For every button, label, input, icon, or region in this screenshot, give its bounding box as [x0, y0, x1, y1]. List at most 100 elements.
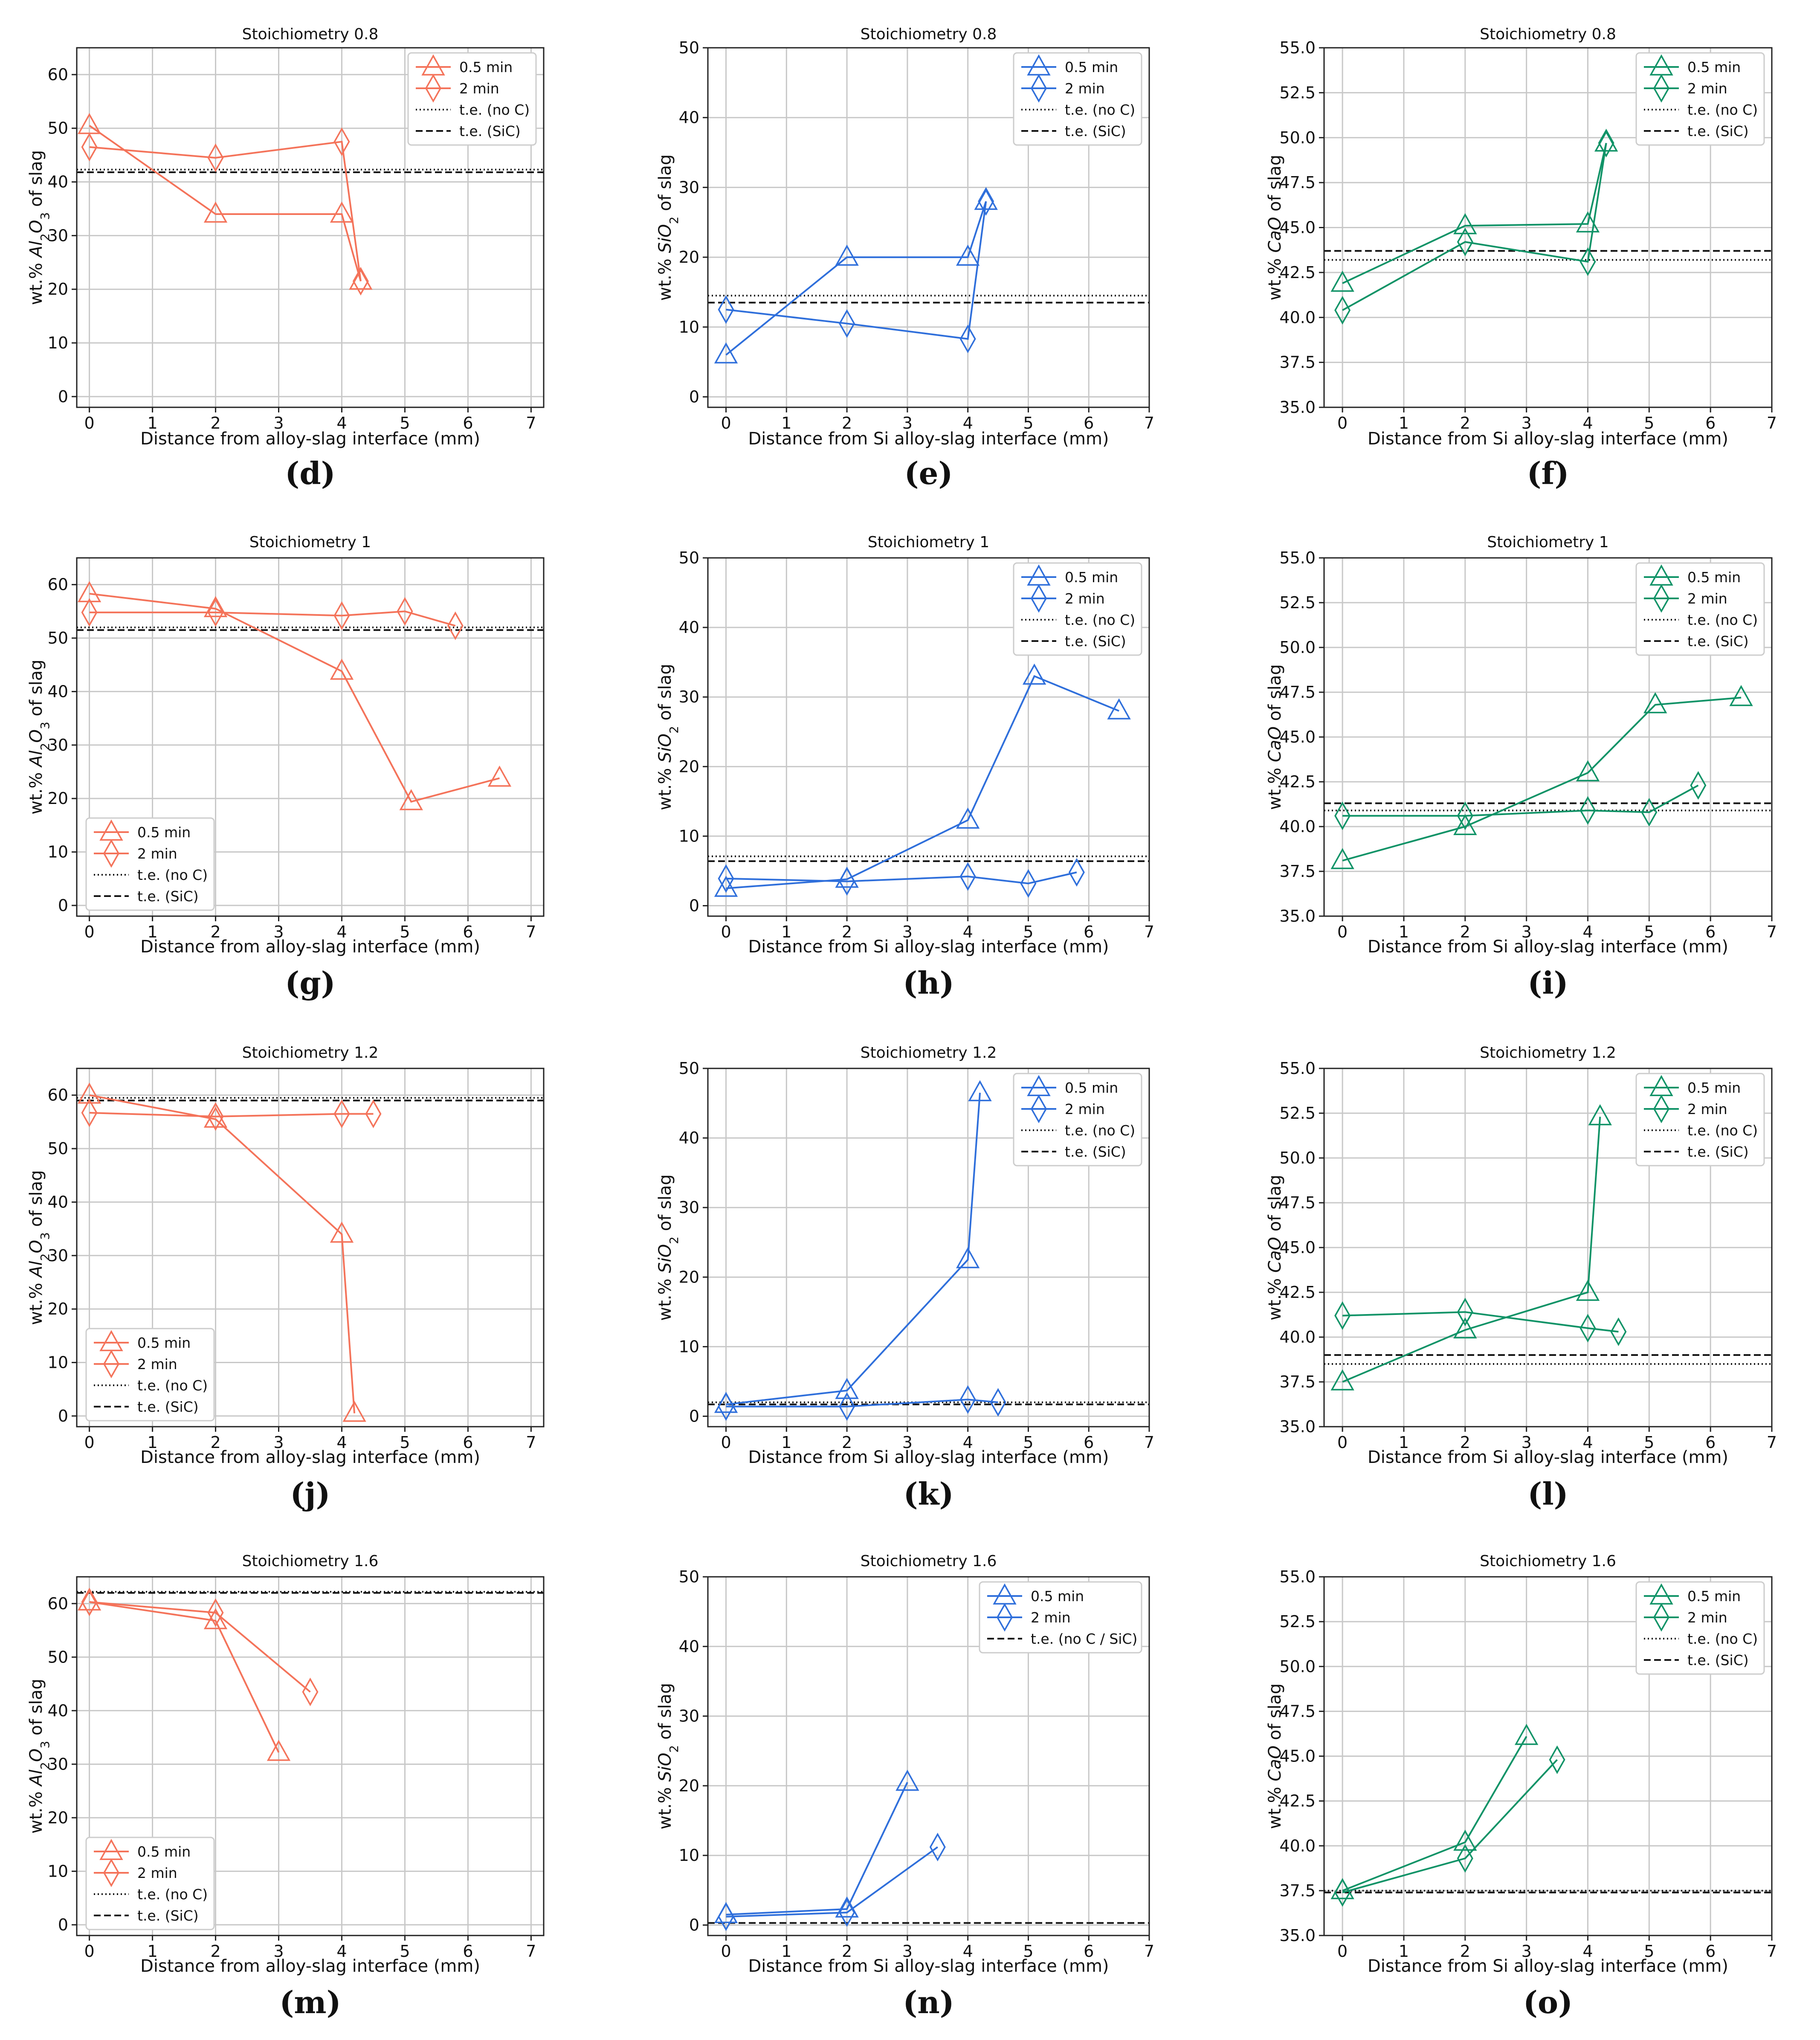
- y-tick-label: 50: [679, 38, 699, 57]
- data-point-0-5-min: [1330, 848, 1354, 869]
- x-tick-label: 7: [1767, 1433, 1777, 1452]
- data-point-2-min: [1334, 1878, 1351, 1907]
- plot-frame: [1323, 47, 1773, 408]
- legend-label: t.e. (no C / SiC): [1031, 1631, 1137, 1647]
- legend-diamond-icon: [103, 839, 120, 868]
- y-axis-label: wt.% SiO2 of slag: [655, 1174, 681, 1321]
- legend-label: 2 min: [1065, 590, 1105, 607]
- y-tick-label: 40: [679, 108, 699, 127]
- x-axis-label: Distance from Si alloy-slag interface (m…: [748, 937, 1109, 957]
- x-axis-label: Distance from alloy-slag interface (mm): [140, 937, 480, 957]
- y-tick-label: 50: [679, 548, 699, 567]
- legend-label: t.e. (no C): [137, 1886, 208, 1903]
- chart-title: Stoichiometry 1: [868, 534, 989, 551]
- plot-frame: [707, 1068, 1150, 1428]
- data-point-2-min: [397, 597, 413, 626]
- y-tick-label: 10: [679, 1337, 699, 1356]
- data-point-2-min: [1579, 796, 1596, 825]
- x-tick-label: 1: [1399, 414, 1409, 432]
- legend-label: 0.5 min: [1065, 1079, 1118, 1096]
- data-point-2-min: [990, 1388, 1006, 1417]
- legend-label: t.e. (SiC): [1065, 123, 1126, 139]
- y-tick-label: 55.0: [1279, 548, 1316, 567]
- legend-diamond-icon: [1030, 74, 1047, 103]
- y-tick-label: 45.0: [1279, 728, 1316, 746]
- y-tick-label: 35.0: [1279, 1926, 1316, 1945]
- x-tick-label: 3: [273, 1433, 284, 1452]
- legend-label: 2 min: [137, 1865, 177, 1881]
- legend-label: t.e. (no C): [137, 867, 208, 883]
- legend-label: t.e. (SiC): [459, 123, 521, 139]
- y-tick-label: 10: [48, 1862, 68, 1880]
- x-tick-label: 3: [1521, 923, 1532, 941]
- data-point-0-5-min: [1643, 692, 1667, 714]
- legend-label: 0.5 min: [459, 59, 513, 75]
- y-tick-label: 0: [58, 1915, 68, 1934]
- y-tick-label: 30: [48, 736, 68, 754]
- data-point-2-min: [333, 127, 350, 156]
- panel-label: (n): [903, 1984, 954, 2020]
- legend-label: t.e. (no C): [137, 1377, 208, 1394]
- legend-box: [1013, 562, 1142, 656]
- legend-box: [85, 817, 215, 911]
- data-point-0-5-min: [267, 1740, 291, 1761]
- x-tick-label: 7: [1767, 414, 1777, 432]
- data-point-0-5-min: [1453, 213, 1477, 235]
- legend-label: 2 min: [137, 845, 177, 862]
- x-tick-label: 3: [1521, 1433, 1532, 1452]
- data-point-2-min: [1068, 858, 1085, 887]
- chart-l: 0 1 2 3 4 5 6 7 35.0 37.5 40.0 42.5 45.0 47.5 50.0 52.5…: [1265, 1044, 1777, 1512]
- legend-label: 2 min: [1687, 80, 1727, 97]
- legend-diamond-icon: [1653, 584, 1670, 613]
- legend-label: t.e. (no C): [1687, 102, 1758, 118]
- y-tick-label: 40.0: [1279, 817, 1316, 836]
- data-point-0-5-min: [77, 1082, 101, 1104]
- data-point-0-5-min: [1576, 760, 1600, 781]
- x-tick-label: 6: [1084, 923, 1094, 941]
- data-point-0-5-min: [835, 244, 859, 266]
- x-tick-label: 1: [781, 1433, 791, 1452]
- legend-label: t.e. (SiC): [137, 1907, 199, 1924]
- x-tick-label: 3: [902, 1433, 913, 1452]
- legend-label: 0.5 min: [137, 824, 191, 841]
- legend: 0.5 min 2 min t.e. (no C) t.e. (SiC): [407, 52, 537, 146]
- x-tick-label: 3: [902, 923, 913, 941]
- y-tick-label: 0: [689, 387, 699, 406]
- series-line-2-min: [89, 1601, 311, 1693]
- data-point-2-min: [718, 864, 734, 893]
- data-point-0-5-min: [203, 596, 228, 618]
- y-tick-label: 35.0: [1279, 1417, 1316, 1436]
- x-tick-label: 5: [400, 923, 410, 941]
- x-tick-label: 2: [1460, 414, 1470, 432]
- y-axis-label: wt.% CaO of slag: [1265, 1175, 1285, 1320]
- data-point-0-5-min: [835, 1896, 859, 1918]
- chem-symbol: SiO: [655, 224, 675, 253]
- y-tick-label: 60: [48, 1594, 68, 1613]
- panel-label: (g): [285, 965, 335, 1001]
- y-tick-label: 40: [679, 618, 699, 637]
- data-point-0-5-min: [835, 1378, 859, 1399]
- legend-box: [979, 1581, 1142, 1654]
- data-point-2-min: [1641, 798, 1658, 827]
- legend: 0.5 min 2 min t.e. (no C) t.e. (SiC): [85, 817, 215, 911]
- data-point-0-5-min: [968, 1080, 992, 1102]
- x-axis-label: Distance from Si alloy-slag interface (m…: [748, 429, 1109, 449]
- series-line-2-min: [726, 201, 987, 340]
- legend-box: [85, 1837, 215, 1930]
- legend-label: t.e. (no C): [1065, 612, 1135, 628]
- legend-label: t.e. (no C): [1687, 612, 1758, 628]
- chem-symbol: SiO: [655, 1244, 675, 1273]
- x-tick-label: 0: [721, 923, 731, 941]
- chart-i: 0 1 2 3 4 5 6 7 35.0 37.5 40.0 42.5 45.0 47.5 50.0 52.5…: [1265, 534, 1777, 1001]
- data-point-0-5-min: [956, 1247, 980, 1268]
- data-point-0-5-min: [1729, 685, 1753, 706]
- y-tick-label: 10: [48, 843, 68, 862]
- chem-subscript: 2: [667, 1745, 681, 1753]
- x-tick-label: 4: [963, 923, 973, 941]
- chart-title: Stoichiometry 1.6: [1480, 1552, 1616, 1570]
- y-tick-label: 50.0: [1279, 1149, 1316, 1167]
- data-point-0-5-min: [349, 268, 373, 290]
- legend-label: 0.5 min: [1065, 59, 1118, 75]
- x-axis-label: Distance from alloy-slag interface (mm): [140, 1956, 480, 1976]
